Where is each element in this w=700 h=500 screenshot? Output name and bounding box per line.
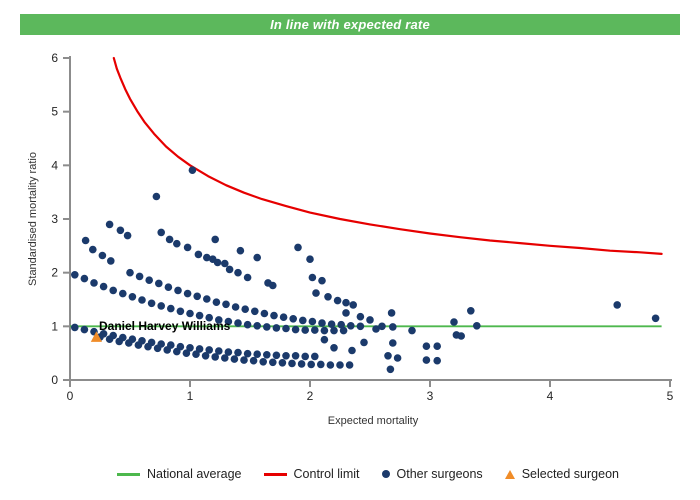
x-tick-label: 5 [667, 389, 674, 403]
x-tick-label: 1 [187, 389, 194, 403]
y-tick-label: 0 [51, 373, 58, 387]
status-banner: In line with expected rate [20, 14, 680, 35]
legend-label: Selected surgeon [521, 467, 619, 481]
legend-item-control-limit: Control limit [263, 467, 360, 481]
control-limit-curve [112, 56, 663, 255]
x-tick-label: 3 [427, 389, 434, 403]
x-axis-title: Expected mortality [328, 415, 419, 427]
series-layer [70, 56, 663, 374]
y-tick-label: 6 [51, 51, 58, 65]
legend-label: Control limit [293, 467, 360, 481]
y-tick-label: 3 [51, 212, 58, 226]
y-tick-label: 1 [51, 319, 58, 333]
legend-label: Other surgeons [396, 467, 483, 481]
y-tick-label: 2 [51, 266, 58, 280]
legend-item-other-surgeons: Other surgeons [381, 467, 483, 481]
axes: 0 1 2 3 4 5 6 0 1 2 3 4 5 [51, 51, 673, 403]
selected-surgeon-triangle-icon [504, 469, 515, 479]
legend-label: National average [147, 467, 242, 481]
legend-item-selected-surgeon: Selected surgeon [504, 467, 619, 481]
other-surgeons-points [71, 166, 660, 374]
national-average-line-icon [117, 472, 140, 476]
legend-item-national-average: National average [117, 467, 242, 481]
other-surgeons-dot-icon [381, 470, 390, 478]
control-limit-line-icon [263, 472, 287, 476]
funnel-plot-chart: 0 1 2 3 4 5 6 0 1 2 3 4 5 Standardised mortality rat… [27, 51, 674, 427]
y-tick-label: 5 [51, 105, 58, 119]
selected-surgeon-marker [90, 331, 102, 342]
selected-surgeon-annotation: Daniel Harvey Williams [99, 319, 231, 333]
x-tick-label: 2 [307, 389, 314, 403]
y-tick-label: 4 [51, 158, 58, 172]
x-tick-label: 0 [67, 389, 74, 403]
x-tick-label: 4 [547, 389, 554, 403]
chart-legend: National average Control limit Other sur… [0, 461, 700, 487]
y-axis-title: Standardised mortality ratio [27, 152, 39, 286]
